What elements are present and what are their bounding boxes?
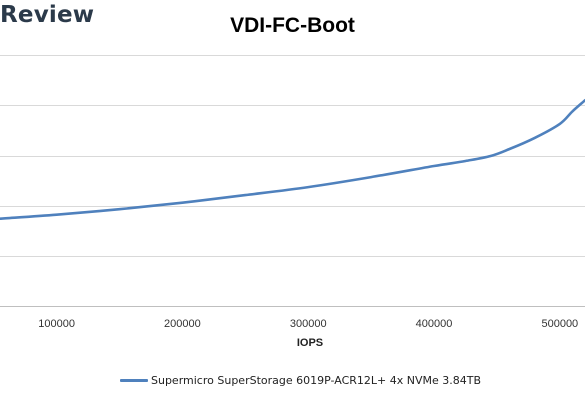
series-line-1 (0, 99, 585, 220)
x-tick-label-2: 200000 (164, 318, 201, 330)
brand-logo: Review (0, 2, 95, 28)
legend: Supermicro SuperStorage 6019P-ACR12L+ 4x… (120, 374, 481, 387)
legend-swatch (120, 379, 148, 382)
x-tick-label-5: 500000 (541, 318, 578, 330)
x-axis-label: IOPS (296, 337, 324, 349)
x-tick-label-3: 300000 (290, 318, 327, 330)
chart-title: VDI-FC-Boot (230, 14, 355, 37)
x-tick-label-1: 100000 (38, 318, 75, 330)
x-tick-label-4: 400000 (416, 318, 453, 330)
legend-label: Supermicro SuperStorage 6019P-ACR12L+ 4x… (151, 374, 481, 387)
